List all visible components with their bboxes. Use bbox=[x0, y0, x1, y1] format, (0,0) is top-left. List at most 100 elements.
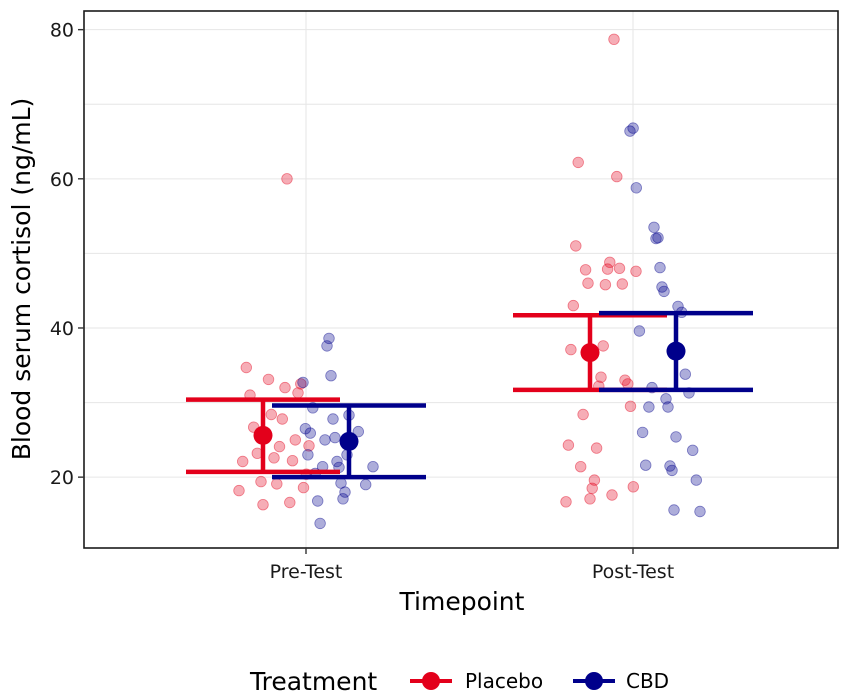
data-point-cbd bbox=[297, 376, 309, 389]
data-point-cbd bbox=[299, 423, 312, 435]
data-point-placebo bbox=[265, 408, 278, 421]
data-point-placebo bbox=[286, 455, 299, 467]
data-point-cbd bbox=[319, 434, 331, 446]
data-point-placebo bbox=[279, 381, 291, 394]
y-axis-title: Blood serum cortisol (ng/mL) bbox=[7, 98, 36, 461]
data-point-cbd bbox=[662, 401, 674, 413]
data-point-cbd bbox=[630, 182, 643, 194]
data-point-cbd bbox=[690, 474, 703, 486]
x-axis: Pre-Test Post-Test bbox=[270, 548, 674, 583]
data-point-cbd bbox=[314, 517, 326, 530]
data-point-cbd bbox=[643, 401, 655, 413]
legend-key-placebo bbox=[410, 672, 452, 690]
data-point-cbd bbox=[648, 221, 660, 234]
data-point-cbd bbox=[658, 285, 670, 298]
data-point-cbd bbox=[627, 122, 639, 134]
data-point-placebo bbox=[613, 262, 626, 275]
data-point-placebo bbox=[295, 378, 307, 390]
data-point-cbd bbox=[312, 495, 324, 507]
data-point-cbd bbox=[339, 486, 351, 498]
data-point-cbd bbox=[323, 332, 335, 345]
error-bar-cbd bbox=[272, 403, 426, 480]
data-point-cbd bbox=[679, 368, 692, 380]
data-point-cbd bbox=[640, 459, 652, 471]
data-point-placebo bbox=[627, 481, 640, 493]
x-tick-label: Pre-Test bbox=[270, 561, 343, 583]
data-point-placebo bbox=[257, 499, 269, 511]
plot-panel-border bbox=[83, 10, 839, 549]
data-point-placebo bbox=[577, 408, 589, 421]
data-point-cbd bbox=[321, 340, 333, 352]
legend-key-dot-cbd bbox=[585, 672, 603, 690]
legend-key-dot-placebo bbox=[422, 672, 440, 690]
data-point-cbd bbox=[329, 431, 341, 444]
data-points bbox=[233, 33, 706, 530]
mean-point-cbd bbox=[339, 431, 359, 451]
data-point-placebo bbox=[255, 475, 267, 488]
data-point-placebo bbox=[597, 340, 609, 352]
data-point-cbd bbox=[656, 281, 668, 293]
data-point-placebo bbox=[273, 440, 286, 453]
data-point-placebo bbox=[584, 493, 596, 505]
data-point-placebo bbox=[570, 240, 582, 252]
data-point-placebo bbox=[281, 173, 293, 185]
data-point-cbd bbox=[670, 431, 682, 443]
data-point-placebo bbox=[611, 170, 623, 183]
data-point-placebo bbox=[236, 455, 249, 468]
data-point-placebo bbox=[590, 442, 603, 454]
gridlines bbox=[84, 11, 838, 548]
data-point-placebo bbox=[303, 440, 315, 452]
mean-point-placebo bbox=[580, 343, 600, 363]
data-point-cbd bbox=[360, 478, 372, 491]
data-point-cbd bbox=[687, 444, 699, 457]
x-tick-label: Post-Test bbox=[592, 561, 674, 583]
data-point-placebo bbox=[616, 278, 629, 290]
data-point-cbd bbox=[666, 464, 678, 477]
data-point-placebo bbox=[619, 374, 631, 386]
data-point-placebo bbox=[572, 156, 584, 169]
data-point-cbd bbox=[664, 460, 676, 472]
data-point-cbd bbox=[325, 370, 337, 382]
data-point-placebo bbox=[582, 277, 594, 289]
data-point-cbd bbox=[652, 231, 664, 244]
legend-title: Treatment bbox=[249, 667, 377, 696]
data-point-placebo bbox=[297, 481, 310, 494]
data-point-placebo bbox=[595, 371, 607, 383]
data-point-placebo bbox=[606, 489, 618, 501]
data-point-placebo bbox=[268, 452, 280, 464]
data-point-placebo bbox=[284, 496, 296, 509]
data-point-placebo bbox=[579, 264, 592, 276]
data-point-cbd bbox=[633, 325, 646, 337]
legend-label-cbd: CBD bbox=[626, 669, 669, 693]
summary-error-bars bbox=[186, 310, 753, 480]
y-tick-label: 40 bbox=[50, 318, 74, 340]
data-point-placebo bbox=[608, 33, 620, 46]
legend-key-cbd bbox=[573, 672, 615, 690]
legend: Treatment Placebo CBD bbox=[249, 667, 669, 696]
data-point-cbd bbox=[302, 449, 314, 461]
data-point-placebo bbox=[622, 378, 634, 390]
data-point-cbd bbox=[337, 493, 349, 505]
data-point-placebo bbox=[562, 439, 575, 451]
error-bar-cbd bbox=[599, 310, 753, 393]
legend-label-placebo: Placebo bbox=[465, 669, 543, 693]
error-bar-placebo bbox=[186, 397, 340, 475]
data-point-placebo bbox=[565, 343, 577, 356]
data-point-cbd bbox=[304, 427, 317, 439]
data-point-placebo bbox=[630, 265, 642, 278]
data-point-placebo bbox=[575, 461, 587, 473]
data-point-placebo bbox=[601, 263, 614, 275]
data-point-placebo bbox=[233, 484, 245, 497]
data-point-placebo bbox=[586, 482, 598, 495]
data-point-placebo bbox=[276, 413, 289, 425]
data-point-placebo bbox=[567, 299, 580, 312]
data-point-placebo bbox=[560, 496, 572, 508]
data-point-cbd bbox=[694, 505, 706, 518]
y-tick-label: 80 bbox=[50, 20, 74, 42]
data-point-cbd bbox=[660, 393, 672, 405]
y-tick-label: 60 bbox=[50, 169, 74, 191]
data-point-placebo bbox=[262, 373, 275, 386]
x-axis-title: Timepoint bbox=[399, 587, 525, 616]
